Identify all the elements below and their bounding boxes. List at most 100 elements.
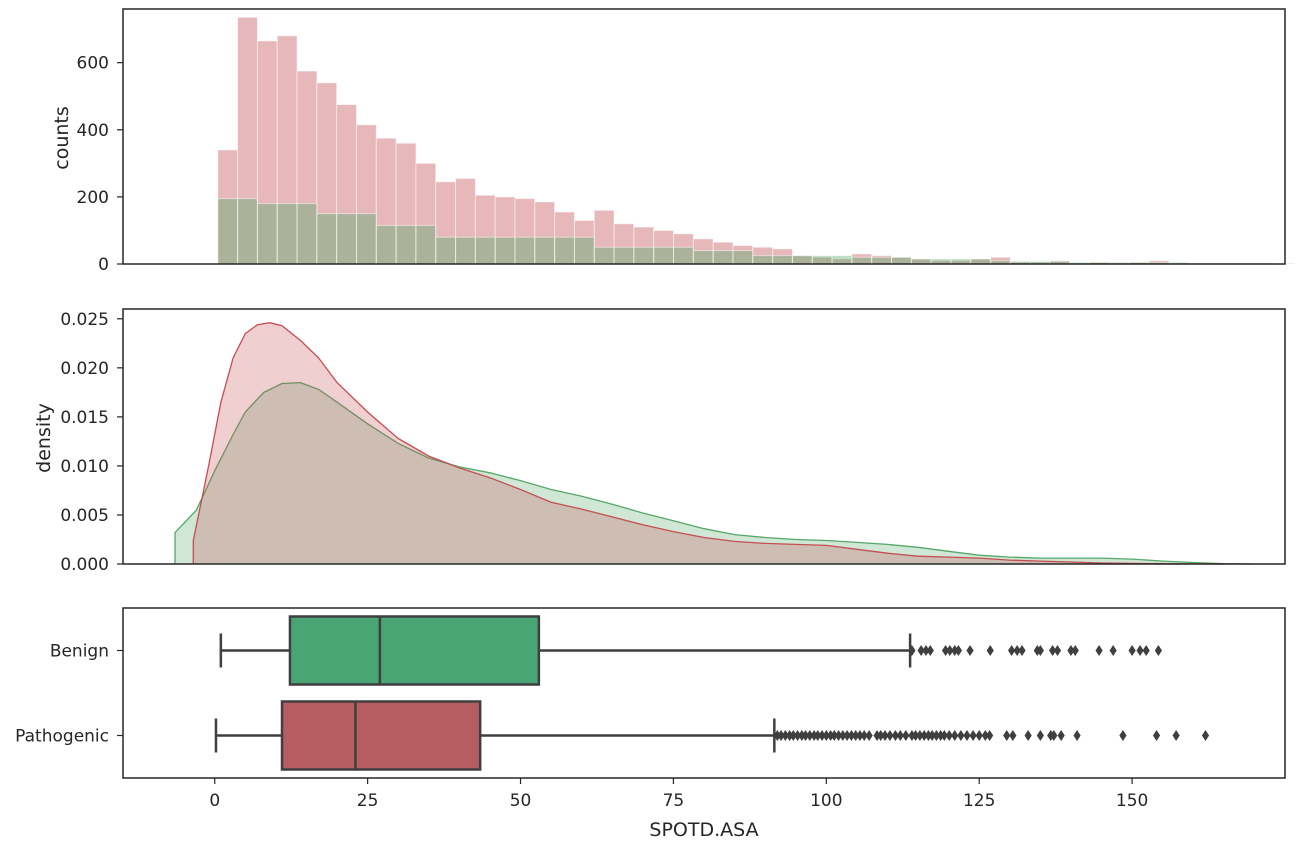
outlier-point — [1172, 730, 1180, 741]
outlier-point — [847, 730, 855, 741]
histogram-bar — [296, 203, 318, 265]
histogram-y-axis-label: counts — [51, 106, 73, 170]
histogram-bar — [653, 246, 675, 265]
histogram-series-0 — [217, 16, 1170, 265]
outlier-point — [843, 730, 851, 741]
outlier-point — [877, 730, 885, 741]
outlier-point — [981, 730, 989, 741]
histogram-bar — [970, 258, 992, 265]
outlier-point — [902, 730, 910, 741]
histogram-bar — [514, 236, 536, 265]
outlier-point — [1003, 730, 1011, 741]
histogram-bar — [633, 246, 655, 265]
outlier-point — [839, 730, 847, 741]
boxplot-category-label: Pathogenic — [15, 727, 109, 747]
density-area-1 — [175, 382, 1255, 564]
outlier-point — [924, 730, 933, 741]
histogram-bar — [336, 213, 358, 265]
density-y-tick-label: 0.000 — [60, 555, 109, 575]
boxplot-benign — [219, 615, 1163, 686]
outlier-point — [1008, 645, 1016, 656]
histogram-bar — [435, 236, 457, 265]
outlier-point — [822, 730, 830, 741]
outlier-point — [881, 730, 889, 741]
histogram-bar — [217, 198, 239, 265]
outlier-point — [1154, 645, 1163, 656]
x-tick-label: 0 — [209, 791, 220, 811]
histogram-bar — [395, 224, 417, 265]
density-area-0 — [193, 322, 1224, 564]
histogram-bar — [613, 246, 635, 265]
outlier-point — [951, 730, 959, 741]
density-y-tick-label: 0.020 — [60, 359, 109, 379]
histogram-bar — [415, 224, 437, 265]
histogram-bar — [752, 255, 774, 265]
histogram-bar — [891, 256, 912, 265]
outlier-point — [810, 730, 818, 741]
outlier-point — [852, 730, 860, 741]
outlier-point — [777, 730, 785, 741]
outlier-point — [830, 730, 838, 741]
histogram-bar — [356, 213, 377, 265]
histogram-bar — [474, 236, 496, 265]
outlier-point — [1073, 730, 1081, 741]
histogram-bar — [871, 256, 893, 265]
outlier-point — [793, 730, 802, 741]
histogram-bar — [930, 258, 952, 265]
x-tick-label: 100 — [810, 791, 842, 811]
histogram-bar — [811, 255, 833, 265]
outlier-point — [1049, 645, 1057, 656]
boxplot-pathogenic — [214, 700, 1210, 771]
outlier-point — [1050, 730, 1058, 741]
histogram-frame — [122, 8, 1286, 265]
outlier-point — [786, 730, 794, 741]
outlier-point — [975, 730, 983, 741]
outlier-point — [801, 730, 810, 741]
outlier-point — [966, 645, 974, 656]
outlier-point — [781, 730, 789, 741]
outlier-point — [1009, 730, 1017, 741]
outlier-point — [818, 730, 826, 741]
x-tick-label: 50 — [510, 791, 532, 811]
outlier-point — [941, 645, 950, 656]
outlier-point — [969, 730, 977, 741]
x-tick-label: 125 — [963, 791, 995, 811]
density-y-tick-label: 0.025 — [60, 310, 109, 330]
outlier-point — [1201, 730, 1210, 741]
histogram-y-tick-label: 400 — [77, 121, 109, 141]
histogram-bar — [375, 224, 397, 265]
outlier-point — [773, 730, 781, 741]
box — [288, 615, 541, 686]
outlier-point — [916, 730, 924, 741]
outlier-point — [920, 730, 928, 741]
outlier-point — [834, 730, 843, 741]
outlier-point — [1053, 645, 1062, 656]
outlier-point — [1036, 645, 1044, 656]
outlier-point — [789, 730, 797, 741]
outlier-point — [1152, 730, 1161, 741]
density-line-1 — [174, 381, 1255, 565]
outlier-point — [891, 730, 900, 741]
outlier-point — [945, 730, 953, 741]
density-y-tick-label: 0.005 — [60, 506, 109, 526]
outlier-point — [1018, 645, 1026, 656]
density-y-axis-label: density — [33, 403, 55, 473]
outlier-point — [908, 645, 916, 656]
density-y-tick-label: 0.010 — [60, 457, 109, 477]
outlier-point — [937, 730, 945, 741]
outlier-point — [917, 645, 925, 656]
outlier-point — [886, 730, 894, 741]
outlier-point — [1013, 645, 1021, 656]
histogram-bar — [316, 213, 338, 265]
histogram-y-tick-label: 600 — [77, 54, 109, 74]
outlier-point — [932, 730, 940, 741]
histogram-bar — [772, 255, 793, 265]
histogram-bar — [256, 203, 278, 265]
histogram-bar — [276, 203, 298, 265]
outlier-point — [922, 645, 930, 656]
outlier-point — [926, 645, 934, 656]
outlier-point — [908, 730, 916, 741]
outlier-point — [896, 730, 904, 741]
outlier-point — [806, 730, 814, 741]
